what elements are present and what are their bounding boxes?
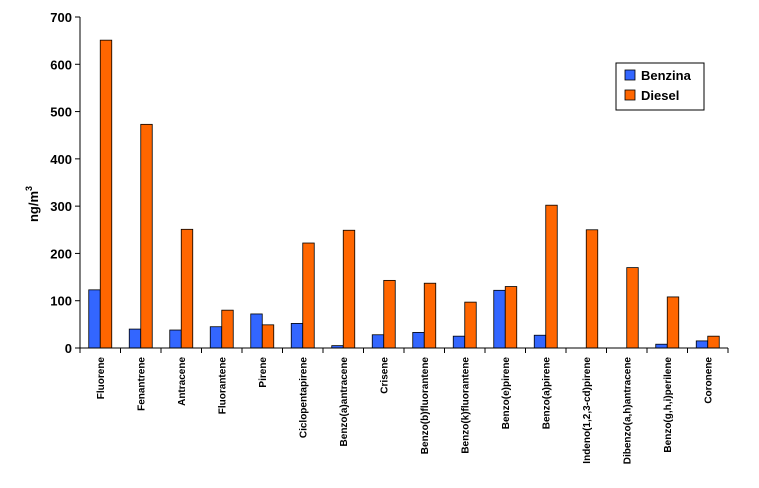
x-category-label-2: Antracene xyxy=(177,357,188,406)
bar-diesel-4 xyxy=(261,324,275,349)
bar-benzina-5 xyxy=(290,323,304,349)
x-category-label-12: Indeno(1,2,3-cd)pirene xyxy=(582,357,593,464)
x-category-label-15: Coronene xyxy=(703,357,714,404)
y-tick-label-7: 700 xyxy=(50,10,72,25)
y-axis-label-superscript: 3 xyxy=(24,186,34,191)
bar-benzina-7 xyxy=(371,334,385,349)
bar-diesel-9 xyxy=(464,301,477,349)
x-axis-category-labels: Fluorene Fenantrene Antracene Fluorantene Pi… xyxy=(96,357,715,465)
x-category-label-11: Benzo(a)pirene xyxy=(541,357,552,430)
legend-swatch-benzina xyxy=(624,69,636,81)
x-category-label-13: Dibenzo(a,h)antracene xyxy=(622,357,633,465)
legend-label-benzina: Benzina xyxy=(641,68,692,83)
x-category-label-5: Ciclopentapirene xyxy=(298,357,309,439)
bar-benzina-10 xyxy=(493,289,506,349)
axes xyxy=(79,17,729,353)
y-axis-ticks: 0 100 200 300 400 500 600 700 xyxy=(50,10,80,356)
x-category-label-10: Benzo(e)pirene xyxy=(501,357,512,430)
bar-diesel-2 xyxy=(180,228,194,349)
bar-diesel-0 xyxy=(99,39,113,349)
bar-diesel-13 xyxy=(626,267,639,349)
x-category-label-4: Pirene xyxy=(258,357,269,388)
legend-label-diesel: Diesel xyxy=(641,88,679,103)
bar-diesel-14 xyxy=(666,296,680,349)
legend: Benzina Diesel xyxy=(615,62,705,111)
bar-diesel-10 xyxy=(504,286,518,349)
y-tick-label-0: 0 xyxy=(65,341,72,356)
bar-benzina-2 xyxy=(169,329,182,349)
bar-benzina-0 xyxy=(88,289,101,349)
legend-swatch-diesel xyxy=(624,89,636,101)
bar-diesel-5 xyxy=(302,242,315,349)
x-category-label-14: Benzo(g,h,i)perilene xyxy=(663,357,674,453)
y-tick-label-4: 400 xyxy=(50,152,72,167)
y-tick-label-1: 100 xyxy=(50,294,72,309)
bar-diesel-11 xyxy=(545,204,558,349)
x-category-label-9: Benzo(k)fluorantene xyxy=(460,357,471,454)
y-tick-label-6: 600 xyxy=(50,57,72,72)
x-category-label-1: Fenantrene xyxy=(136,357,147,411)
bar-benzina-1 xyxy=(128,328,142,349)
bar-benzina-8 xyxy=(412,331,425,349)
bar-benzina-11 xyxy=(533,334,547,349)
bar-diesel-3 xyxy=(221,309,234,349)
y-axis-label-text: ng/m xyxy=(26,191,41,222)
x-category-label-7: Crisene xyxy=(379,357,390,394)
bar-benzina-15 xyxy=(695,340,709,349)
x-category-label-0: Fluorene xyxy=(96,357,107,400)
y-tick-label-2: 200 xyxy=(50,246,72,261)
y-tick-label-3: 300 xyxy=(50,199,72,214)
bar-benzina-3 xyxy=(209,326,223,349)
bar-diesel-7 xyxy=(383,279,396,349)
y-tick-label-5: 500 xyxy=(50,105,72,120)
bar-diesel-6 xyxy=(342,229,356,349)
bar-benzina-9 xyxy=(452,335,466,349)
bar-benzina-14 xyxy=(655,343,668,349)
bar-benzina-4 xyxy=(250,313,263,349)
y-axis-label: ng/m3 xyxy=(24,186,41,222)
bar-diesel-1 xyxy=(140,123,153,349)
bar-diesel-12 xyxy=(585,229,599,349)
x-category-label-6: Benzo(a)antracene xyxy=(339,357,350,447)
bar-diesel-15 xyxy=(707,335,720,349)
x-category-label-3: Fluorantene xyxy=(217,357,228,415)
bar-diesel-8 xyxy=(423,282,437,349)
x-category-label-8: Benzo(b)fluorantene xyxy=(420,357,431,455)
